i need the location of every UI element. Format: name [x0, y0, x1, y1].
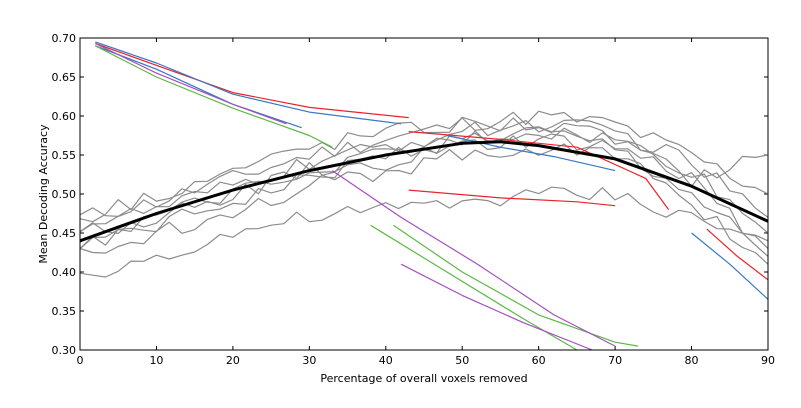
y-tick-label: 0.35	[52, 305, 77, 318]
y-tick-label: 0.60	[52, 110, 77, 123]
x-tick-label: 80	[685, 354, 699, 367]
y-tick-label: 0.70	[52, 32, 77, 45]
x-tick-label: 90	[761, 354, 775, 367]
x-tick-label: 30	[302, 354, 316, 367]
gray-series-line	[79, 186, 769, 278]
x-tick-label: 10	[149, 354, 163, 367]
y-tick-label: 0.40	[52, 266, 77, 279]
x-tick-label: 40	[379, 354, 393, 367]
blue-series-line	[95, 45, 302, 129]
red-series-line	[95, 42, 409, 119]
green-series-line	[393, 224, 639, 347]
purple-series-line	[95, 42, 287, 125]
y-tick-label: 0.30	[52, 344, 77, 357]
y-tick-label: 0.65	[52, 71, 77, 84]
purple-series-line	[331, 170, 616, 347]
x-tick-label: 60	[532, 354, 546, 367]
green-series-line	[370, 224, 578, 351]
gray-series-line	[79, 143, 769, 265]
x-axis-label: Percentage of overall voxels removed	[320, 372, 527, 385]
purple-series-line	[400, 263, 593, 351]
gray-series-line	[79, 133, 769, 250]
blue-series-line	[95, 41, 402, 125]
axis-ticks: 0 10 20 30 40 50 60 70 80 90 0.30 0.35 0.40 0.45 0.50 0…	[52, 32, 776, 367]
red-series-line	[408, 131, 670, 210]
y-tick-label: 0.55	[52, 149, 77, 162]
x-tick-label: 70	[608, 354, 622, 367]
plot-frame	[79, 37, 769, 351]
y-axis-label: Mean Decoding Accuracy	[37, 124, 50, 264]
green-series-line	[95, 45, 333, 148]
blue-series-line	[691, 232, 769, 300]
x-tick-label: 0	[77, 354, 84, 367]
red-series-line	[408, 189, 616, 207]
series-lines	[79, 41, 769, 351]
gray-series-line	[79, 110, 769, 217]
y-tick-label: 0.50	[52, 188, 77, 201]
x-tick-label: 20	[226, 354, 240, 367]
y-tick-label: 0.45	[52, 227, 77, 240]
red-series-line	[706, 228, 769, 281]
gray-series-line	[79, 127, 769, 234]
x-tick-label: 50	[455, 354, 469, 367]
mean-series-line	[79, 140, 769, 243]
